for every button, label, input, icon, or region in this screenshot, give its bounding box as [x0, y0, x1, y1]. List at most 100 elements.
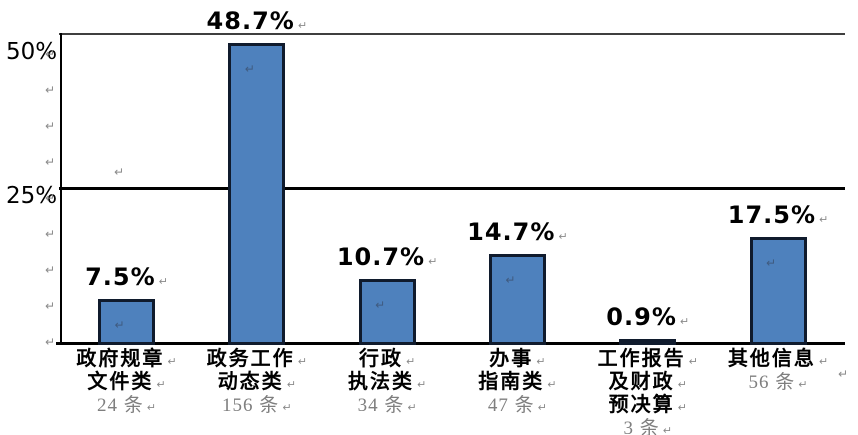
return-mark-icon: ↵ [146, 401, 156, 414]
return-mark-icon: ↵ [677, 401, 687, 414]
return-mark-icon: ↵ [45, 299, 56, 313]
return-mark-icon: ↵ [766, 255, 777, 270]
y-axis-line [60, 33, 62, 344]
value-label: 14.7% ↵ [432, 219, 602, 250]
count-label-text: 56 条 [748, 372, 796, 393]
category-label-text: 指南类 [478, 371, 545, 393]
value-label: 17.5% ↵ [693, 202, 858, 233]
return-mark-icon: ↵ [282, 401, 292, 414]
category-label: 行政 ↵ 执法类 ↵ 34 条 ↵ [312, 349, 462, 418]
category-label-line: 及财政 ↵ [573, 372, 723, 395]
return-mark-icon: ↵ [45, 335, 56, 349]
category-label-line: 其他信息 ↵ [703, 349, 853, 372]
category-label-text: 文件类 [87, 371, 154, 393]
category-label-text: 预决算 [608, 394, 675, 416]
category-label-line: 工作报告 ↵ [573, 349, 723, 372]
return-mark-icon: ↵ [375, 297, 386, 312]
return-mark-icon: ↵ [505, 272, 516, 287]
return-mark-icon: ↵ [45, 227, 56, 241]
return-mark-icon: ↵ [547, 378, 557, 391]
bar [228, 43, 286, 345]
return-mark-icon: ↵ [558, 229, 568, 243]
count-label-text: 34 条 [357, 395, 405, 416]
return-mark-icon: ↵ [662, 424, 672, 435]
return-mark-icon: ↵ [838, 367, 849, 381]
value-label-text: 17.5% [727, 200, 817, 229]
count-label: 156 条 ↵ [182, 395, 332, 418]
category-label-text: 政府规章 [76, 348, 165, 370]
category-label-text: 及财政 [608, 371, 675, 393]
count-label: 47 条 ↵ [442, 395, 592, 418]
value-label: 7.5% ↵ [42, 264, 212, 295]
return-mark-icon: ↵ [158, 274, 168, 288]
y-tick-label-25: 25% [6, 183, 58, 209]
return-mark-icon: ↵ [798, 378, 808, 391]
value-label: 0.9% ↵ [563, 304, 733, 335]
category-label-text: 行政 [358, 348, 403, 370]
return-mark-icon: ↵ [407, 401, 417, 414]
count-label-text: 47 条 [487, 395, 535, 416]
value-label-text: 48.7% [206, 7, 295, 36]
return-mark-icon: ↵ [45, 83, 56, 97]
return-mark-icon: ↵ [286, 378, 296, 391]
return-mark-icon: ↵ [688, 355, 698, 368]
category-label-text: 工作报告 [597, 348, 686, 370]
value-label-text: 10.7% [336, 242, 426, 271]
return-mark-icon: ↵ [114, 317, 125, 332]
return-mark-icon: ↵ [45, 119, 56, 133]
category-label: 工作报告 ↵ 及财政 ↵ 预决算 ↵ 3 条 ↵ [573, 349, 723, 435]
return-mark-icon: ↵ [167, 355, 177, 368]
category-label-line: 预决算 ↵ [573, 395, 723, 418]
value-label-text: 0.9% [606, 303, 677, 332]
category-label-text: 办事 [489, 348, 534, 370]
return-mark-icon: ↵ [416, 378, 427, 391]
bar [619, 339, 677, 346]
return-mark-icon: ↵ [679, 315, 690, 329]
category-label-text: 执法类 [347, 371, 414, 393]
return-mark-icon: ↵ [45, 47, 56, 61]
value-label: 10.7% ↵ [302, 244, 472, 275]
bar [98, 298, 155, 345]
count-label: 34 条 ↵ [312, 395, 462, 418]
value-label: 48.7% ↵ [172, 8, 342, 39]
y-tick-label-50: 50% [6, 39, 58, 65]
category-label: 政务工作 ↵ 动态类 ↵ 156 条 ↵ [182, 349, 332, 418]
category-label-text: 其他信息 [727, 348, 816, 370]
return-mark-icon: ↵ [45, 155, 56, 169]
category-label-line: 办事 ↵ [442, 349, 592, 372]
return-mark-icon: ↵ [819, 212, 829, 226]
category-label-line: 行政 ↵ [312, 349, 462, 372]
return-mark-icon: ↵ [405, 355, 416, 368]
category-label-line: 政府规章 ↵ [52, 349, 202, 372]
return-mark-icon: ↵ [428, 254, 438, 268]
bar [488, 253, 546, 345]
category-label: 办事 ↵ 指南类 ↵ 47 条 ↵ [442, 349, 592, 418]
category-label-line: 政务工作 ↵ [182, 349, 332, 372]
category-label-line: 动态类 ↵ [182, 372, 332, 395]
category-label: 其他信息 ↵ 56 条 ↵ [703, 349, 853, 395]
count-label-text: 24 条 [97, 395, 144, 416]
return-mark-icon: ↵ [537, 401, 547, 414]
value-label-text: 7.5% [85, 262, 156, 291]
count-label: 56 条 ↵ [703, 372, 853, 395]
return-mark-icon: ↵ [244, 62, 255, 77]
x-axis-line [56, 342, 845, 345]
bar [749, 236, 807, 345]
category-label-line: 指南类 ↵ [442, 372, 592, 395]
return-mark-icon: ↵ [297, 355, 307, 368]
return-mark-icon: ↵ [677, 378, 687, 391]
return-mark-icon: ↵ [156, 378, 166, 391]
value-label-text: 14.7% [467, 217, 556, 246]
category-label: 政府规章 ↵ 文件类 ↵ 24 条 ↵ [52, 349, 202, 418]
count-label: 3 条 ↵ [573, 418, 723, 435]
category-label-line: 执法类 ↵ [312, 372, 462, 395]
return-mark-icon: ↵ [297, 19, 308, 33]
category-label-text: 政务工作 [206, 348, 295, 370]
category-label-line: 文件类 ↵ [52, 372, 202, 395]
return-mark-icon: ↵ [818, 355, 829, 368]
category-label-text: 动态类 [217, 371, 284, 393]
return-mark-icon: ↵ [536, 355, 546, 368]
count-label: 24 条 ↵ [52, 395, 202, 418]
return-mark-icon: ↵ [45, 263, 56, 277]
